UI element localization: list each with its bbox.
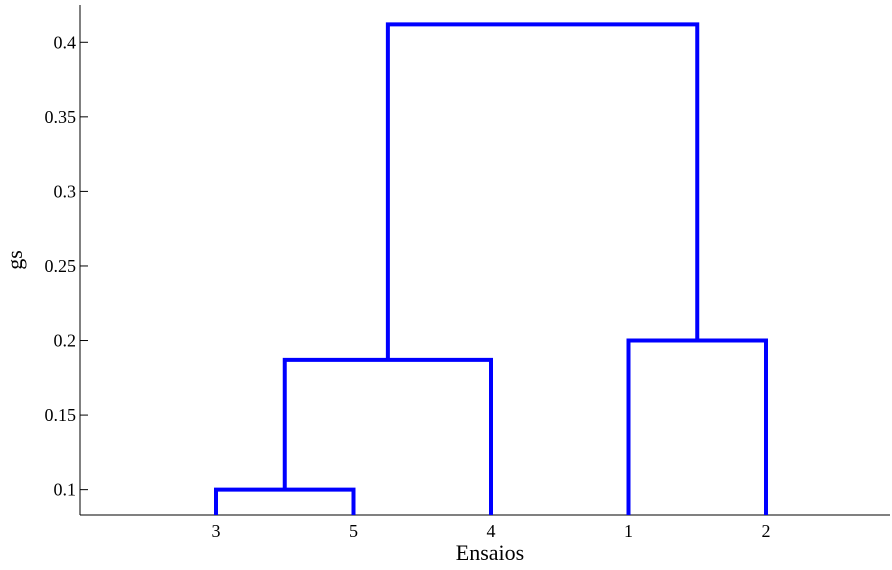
y-tick-label: 0.25 (45, 256, 77, 276)
dendrogram-link (282, 357, 493, 515)
y-tick-label: 0.1 (54, 480, 77, 500)
dendrogram-link (626, 338, 768, 515)
dendrogram-link (385, 22, 700, 360)
y-tick-label: 0.35 (45, 107, 77, 127)
y-tick-label: 0.3 (54, 181, 77, 201)
x-tick-label: 2 (762, 521, 771, 541)
x-tick-label: 5 (349, 521, 358, 541)
x-tick-label: 4 (487, 521, 496, 541)
axes (79, 5, 890, 516)
dendrogram-link (214, 487, 356, 515)
y-ticks: 0.1 0.15 0.2 0.25 0.3 0.35 0.4 (45, 32, 88, 500)
x-axis-title: Ensaios (456, 540, 524, 565)
dendrogram-links (214, 22, 768, 515)
y-tick-label: 0.2 (54, 331, 77, 351)
x-tick-label: 1 (624, 521, 633, 541)
y-tick-label: 0.15 (45, 405, 77, 425)
x-tick-label: 3 (212, 521, 221, 541)
y-tick-label: 0.4 (54, 32, 77, 52)
y-axis-title: gs (2, 250, 27, 270)
